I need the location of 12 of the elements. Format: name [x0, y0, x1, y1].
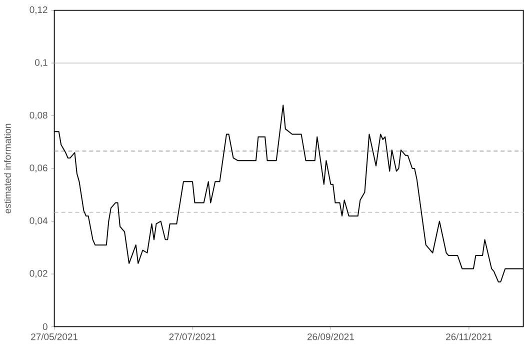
- y-tick-label: 0: [42, 323, 48, 330]
- y-tick-label: 0,06: [30, 164, 48, 172]
- y-tick-label: 0,02: [30, 270, 48, 278]
- x-tick-label: 26/09/2021: [308, 333, 354, 340]
- x-tick-label: 26/11/2021: [446, 333, 492, 340]
- y-axis-title: estimated information: [4, 124, 11, 214]
- x-tick-label: 27/07/2021: [169, 333, 216, 340]
- y-tick-label: 0,08: [30, 112, 48, 120]
- y-tick-label: 0,04: [30, 217, 48, 226]
- y-tick-label: 0,1: [35, 59, 48, 67]
- y-tick-label: 0,12: [30, 6, 48, 14]
- x-tick-label: 27/05/2021: [31, 333, 78, 340]
